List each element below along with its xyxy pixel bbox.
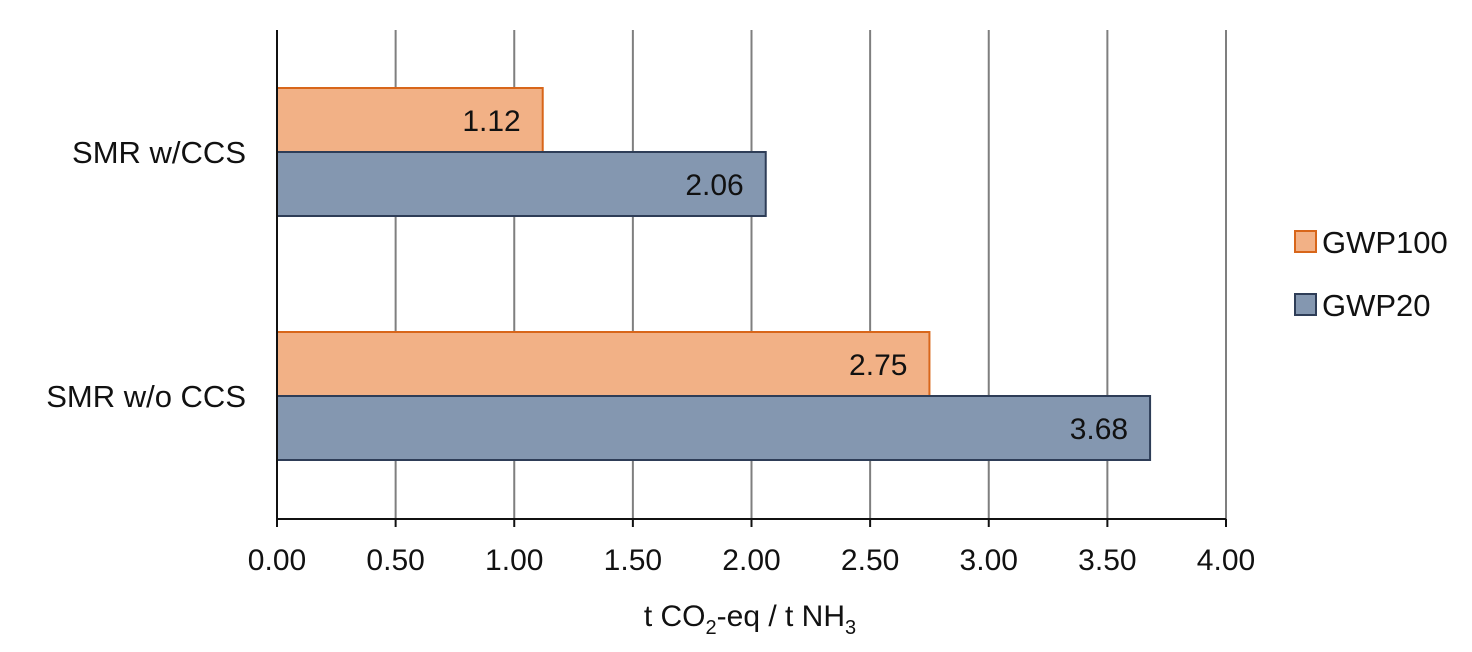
x-tick-label: 0.00 [248, 544, 306, 577]
x-axis-title-part1: t CO [644, 600, 706, 633]
category-label: SMR w/o CCS [46, 379, 246, 414]
data-label-gwp100-2: 2.75 [849, 349, 907, 382]
bar-gwp100-2 [276, 331, 931, 397]
x-axis-title-sub1: 2 [706, 617, 717, 639]
x-tick-label: 1.00 [485, 544, 543, 577]
x-axis-title-sub2: 3 [845, 617, 856, 639]
x-tick-label: 2.50 [841, 544, 899, 577]
bar-gwp20-1 [276, 151, 767, 217]
axes [276, 30, 1227, 527]
legend: GWP100 GWP20 [1294, 225, 1448, 323]
category-label: SMR w/CCS [72, 135, 246, 170]
x-tick-label: 2.00 [722, 544, 780, 577]
legend-label-gwp20: GWP20 [1322, 288, 1431, 323]
x-tick-labels: 0.00 0.50 1.00 1.50 2.00 2.50 3.00 3.50 4.00 [248, 544, 1255, 577]
legend-label-gwp100: GWP100 [1322, 225, 1448, 260]
legend-swatch-gwp100 [1294, 230, 1317, 253]
legend-swatch-gwp20 [1294, 293, 1317, 316]
x-tick-label: 3.00 [960, 544, 1018, 577]
x-axis-title: t CO2-eq / t NH3 [644, 600, 856, 639]
x-axis-title-part2: -eq / t NH [717, 600, 845, 633]
x-tick-label: 3.50 [1078, 544, 1136, 577]
category-labels: SMR w/CCS SMR w/o CCS [46, 135, 246, 414]
x-tick-label: 4.00 [1197, 544, 1255, 577]
data-labels: 1.12 2.06 2.75 3.68 [462, 105, 1128, 446]
bars [276, 87, 1152, 461]
data-label-gwp100-1: 1.12 [462, 105, 520, 138]
x-tick-label: 1.50 [604, 544, 662, 577]
x-tick-label: 0.50 [366, 544, 424, 577]
data-label-gwp20-2: 3.68 [1070, 413, 1128, 446]
bar-gwp20-2 [276, 395, 1152, 461]
data-label-gwp20-1: 2.06 [685, 169, 743, 202]
